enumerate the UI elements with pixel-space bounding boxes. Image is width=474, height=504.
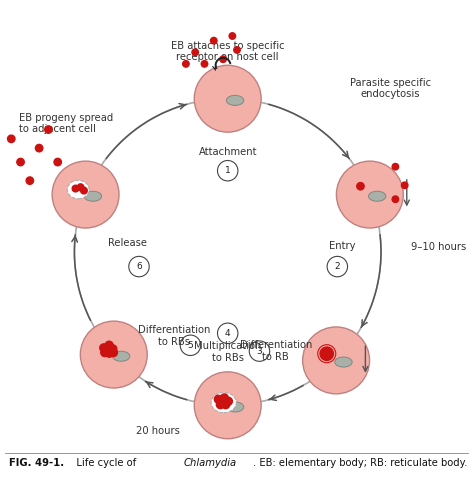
Text: EB progeny spread
to adjacent cell: EB progeny spread to adjacent cell: [18, 112, 113, 134]
Text: Parasite specific
endocytosis: Parasite specific endocytosis: [350, 78, 431, 99]
Circle shape: [194, 372, 261, 439]
Circle shape: [109, 345, 117, 353]
Circle shape: [320, 347, 333, 360]
Circle shape: [234, 47, 240, 53]
Text: Release: Release: [108, 238, 147, 248]
Circle shape: [100, 344, 108, 352]
Circle shape: [81, 187, 87, 194]
Circle shape: [303, 327, 370, 394]
Circle shape: [214, 395, 222, 403]
Circle shape: [17, 158, 24, 166]
Circle shape: [101, 349, 109, 356]
Circle shape: [216, 401, 224, 409]
Circle shape: [26, 177, 34, 184]
Circle shape: [192, 49, 199, 55]
Text: 20 hours: 20 hours: [136, 426, 180, 436]
Text: . EB: elementary body; RB: reticulate body.: . EB: elementary body; RB: reticulate bo…: [253, 458, 468, 468]
Ellipse shape: [227, 95, 244, 105]
Circle shape: [36, 145, 43, 152]
Text: 1: 1: [225, 166, 230, 175]
Circle shape: [401, 182, 408, 188]
Text: Multiplication
to RBs: Multiplication to RBs: [194, 341, 261, 363]
Circle shape: [222, 401, 230, 409]
Text: 4: 4: [225, 329, 230, 338]
Circle shape: [392, 196, 399, 203]
Text: 6: 6: [136, 262, 142, 271]
Circle shape: [357, 182, 364, 190]
Ellipse shape: [335, 357, 352, 367]
Circle shape: [72, 185, 79, 192]
Circle shape: [224, 397, 232, 405]
Text: Differentiation
to RBs: Differentiation to RBs: [138, 325, 210, 347]
Text: 5: 5: [188, 341, 193, 350]
Circle shape: [220, 394, 228, 402]
Circle shape: [52, 161, 119, 228]
Circle shape: [194, 65, 261, 132]
Text: 2: 2: [335, 262, 340, 271]
Ellipse shape: [227, 402, 244, 412]
Text: Life cycle of: Life cycle of: [67, 458, 140, 468]
Circle shape: [210, 37, 217, 44]
Ellipse shape: [67, 180, 89, 199]
Circle shape: [229, 33, 236, 39]
Text: EB attaches to specific
receptor on host cell: EB attaches to specific receptor on host…: [171, 41, 284, 62]
Ellipse shape: [84, 191, 101, 201]
Circle shape: [109, 349, 118, 356]
Circle shape: [105, 341, 113, 349]
Ellipse shape: [368, 191, 386, 201]
Ellipse shape: [112, 351, 130, 361]
Circle shape: [8, 135, 15, 143]
Circle shape: [54, 158, 62, 166]
Text: Entry: Entry: [328, 241, 355, 250]
Circle shape: [77, 184, 84, 191]
Text: Chlamydia: Chlamydia: [183, 458, 237, 468]
Text: Attachment: Attachment: [199, 147, 257, 157]
Text: Differentiation
to RB: Differentiation to RB: [239, 340, 312, 362]
Text: 3: 3: [256, 347, 262, 356]
Circle shape: [201, 60, 208, 67]
Ellipse shape: [211, 393, 236, 413]
Circle shape: [81, 321, 147, 388]
Circle shape: [105, 349, 113, 357]
Circle shape: [392, 163, 399, 170]
Text: 9–10 hours: 9–10 hours: [411, 242, 467, 253]
Circle shape: [337, 161, 403, 228]
Circle shape: [220, 56, 226, 62]
Circle shape: [182, 60, 189, 67]
Text: FIG. 49-1.: FIG. 49-1.: [9, 458, 64, 468]
Circle shape: [45, 126, 52, 133]
